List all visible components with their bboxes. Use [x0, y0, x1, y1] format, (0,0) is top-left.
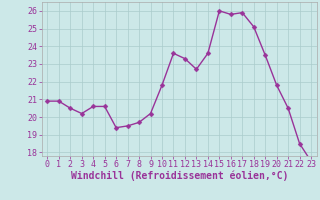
X-axis label: Windchill (Refroidissement éolien,°C): Windchill (Refroidissement éolien,°C)	[70, 171, 288, 181]
